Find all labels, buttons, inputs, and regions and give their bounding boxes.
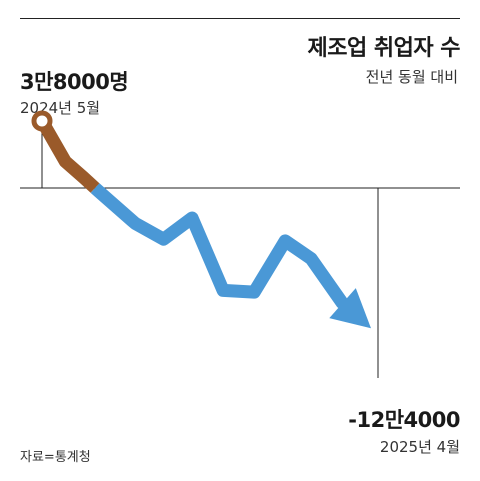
positive-series-line bbox=[36, 117, 100, 193]
end-date-label: 2025년 4월 bbox=[379, 438, 460, 456]
negative-series-line bbox=[90, 183, 349, 310]
start-point-marker bbox=[31, 110, 53, 132]
chart-title: 제조업 취업자 수 bbox=[307, 36, 461, 61]
start-value-label: 3만8000명 bbox=[20, 70, 129, 94]
top-rule bbox=[20, 18, 460, 19]
source-label: 자료=통계청 bbox=[20, 450, 91, 465]
chart-subtitle: 전년 동월 대비 bbox=[365, 68, 458, 86]
end-value-label: -12만4000 bbox=[348, 408, 460, 432]
end-arrowhead bbox=[329, 288, 371, 329]
